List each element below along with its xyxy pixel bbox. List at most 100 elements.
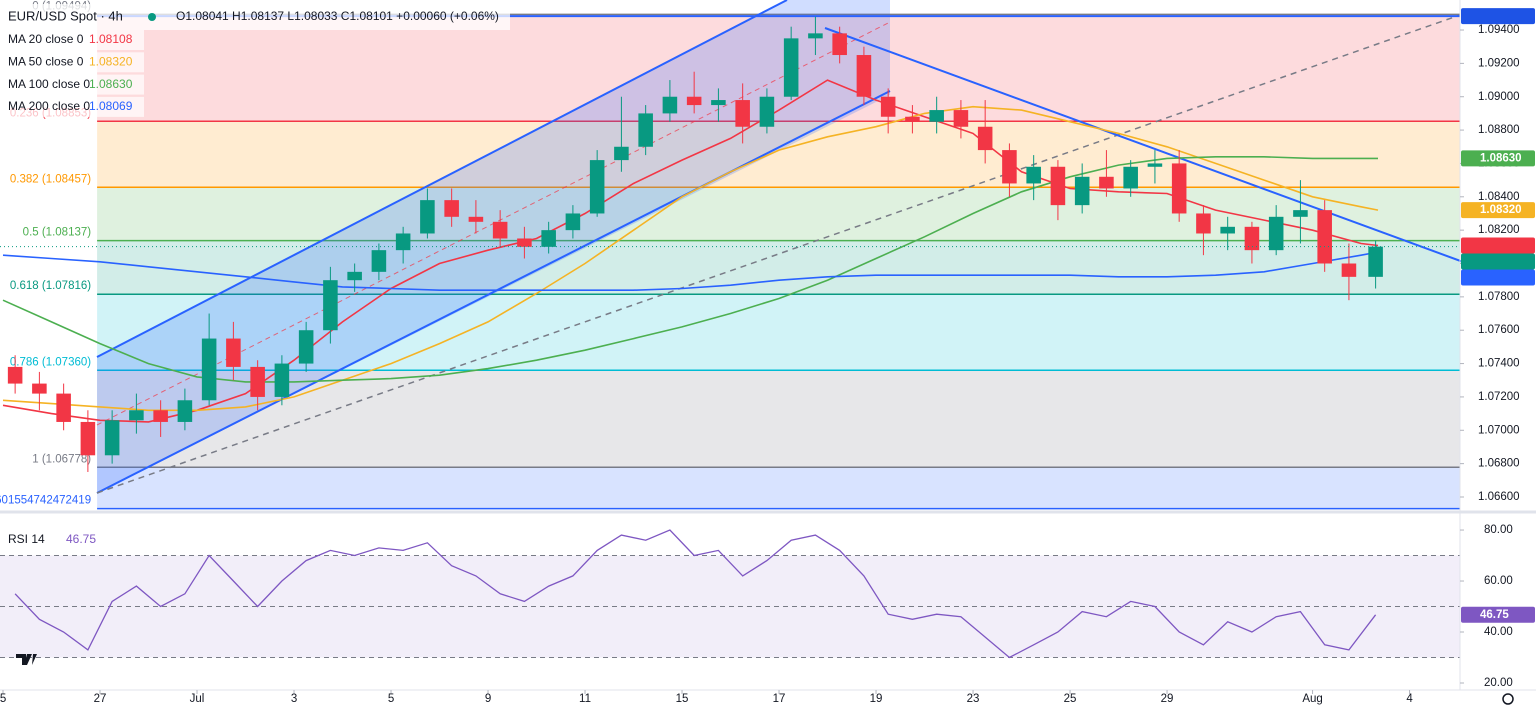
moving-average	[2, 105, 1379, 412]
legend-name: MA 50 close 0	[8, 54, 84, 68]
down-trendline	[824, 27, 1467, 264]
x-tick-label: 23	[967, 693, 980, 705]
legend-value: 1.08630	[89, 77, 133, 91]
x-tick-label: Aug	[1302, 693, 1322, 705]
rsi-title: RSI 14	[8, 532, 45, 546]
candle-body	[856, 55, 872, 97]
moving-average	[2, 156, 1378, 383]
rsi-y-tick-label: 80.00	[1484, 524, 1513, 536]
x-tick-label: 27	[94, 693, 107, 705]
candle-body	[1171, 163, 1187, 214]
x-tick-label: 25	[1064, 693, 1077, 705]
price-badge	[1461, 269, 1535, 286]
candle-body	[153, 410, 168, 422]
legend-name: MA 100 close 0	[8, 77, 90, 91]
x-tick-label: Jul	[190, 693, 205, 705]
candle-body	[129, 410, 144, 421]
x-tick-label: 17	[773, 693, 786, 705]
y-tick-label: 1.08200	[1478, 224, 1520, 236]
y-tick-label: 1.09200	[1478, 57, 1520, 69]
candle-body	[1341, 263, 1357, 277]
candle-body	[323, 280, 338, 331]
fib-zone	[97, 121, 1460, 188]
candle-body	[1368, 246, 1383, 277]
x-tick-label: 9	[485, 693, 491, 705]
candle-body	[80, 421, 96, 456]
y-tick-label: 1.08800	[1478, 124, 1520, 136]
y-tick-label: 1.07000	[1478, 424, 1520, 436]
fib-zone	[97, 14, 1460, 122]
ohlc-header: O1.08041 H1.08137 L1.08033 C1.08101 +0.0…	[176, 9, 499, 23]
fib-label: 0.382 (1.08457)	[10, 173, 91, 185]
x-tick-label: 29	[1161, 693, 1174, 705]
candle-body	[468, 216, 484, 222]
fib-label: 1 (1.06778)	[32, 453, 91, 465]
fib-zone	[97, 467, 1460, 509]
rsi-y-tick-label: 40.00	[1484, 626, 1513, 638]
candle-body	[444, 200, 459, 217]
legend: EUR/USD Spot · 4h O1.08041 H1.08137 L1.0…	[0, 4, 510, 546]
legend-row-bg	[0, 74, 144, 95]
x-tick-label: 4	[1406, 693, 1413, 705]
candle-body	[274, 363, 290, 397]
drawings	[96, 0, 1467, 494]
dashed-trend	[96, 14, 1461, 494]
x-tick-label: 5	[388, 693, 394, 705]
x-tick-label: 5	[0, 693, 6, 705]
candle-body	[905, 116, 920, 122]
price-badge-label: 1.08630	[1480, 152, 1522, 164]
candle-body	[371, 250, 387, 272]
candles	[0, 16, 1460, 472]
rsi-value: 46.75	[66, 532, 96, 546]
x-tick-label: 3	[291, 693, 297, 705]
x-tick-label: 19	[870, 693, 883, 705]
legend-row-bg	[0, 30, 144, 50]
candle-body	[32, 383, 47, 394]
candle-body	[517, 238, 532, 247]
candle-body	[783, 38, 799, 97]
candle-body	[1147, 163, 1163, 167]
candle-body	[808, 33, 823, 39]
rsi-y-tick-label: 20.00	[1484, 677, 1513, 689]
candle-body	[56, 393, 71, 422]
channel-upper	[96, 0, 788, 358]
candle-body	[1317, 210, 1332, 264]
price-badge-label: 1.08320	[1480, 204, 1522, 216]
symbol-title: EUR/USD Spot · 4h	[8, 8, 123, 23]
settings-gear[interactable]	[1502, 693, 1514, 705]
y-tick-label: 1.06600	[1478, 491, 1520, 503]
candle-body	[638, 113, 653, 147]
legend-name: MA 20 close 0	[8, 32, 84, 46]
candle-body	[1074, 176, 1090, 206]
y-tick-label: 1.06800	[1478, 458, 1520, 470]
x-tick-label: 15	[676, 693, 689, 705]
candle-body	[1220, 226, 1235, 234]
rsi-badge	[1461, 606, 1535, 623]
price-badge	[1461, 8, 1535, 25]
candle-body	[1050, 166, 1066, 206]
candle-body	[177, 400, 193, 422]
legend-value: 1.08320	[89, 54, 133, 68]
rsi-badge-label: 46.75	[1480, 609, 1509, 621]
candle-body	[929, 110, 944, 122]
y-tick-label: 1.07800	[1478, 291, 1520, 303]
legend-value: 1.08069	[89, 99, 133, 113]
channel-lower	[96, 90, 891, 494]
candle-body	[1244, 226, 1260, 251]
y-tick-label: 1.07200	[1478, 391, 1520, 403]
legend-bg	[0, 4, 510, 30]
legend-value: 1.08108	[89, 32, 133, 46]
y-tick-label: 1.09400	[1478, 24, 1520, 36]
candle-body	[541, 230, 556, 247]
candle-body	[662, 96, 678, 114]
candle-body	[1099, 176, 1114, 189]
y-tick-label: 1.09000	[1478, 91, 1520, 103]
candle-body	[420, 200, 435, 234]
candle-body	[589, 160, 605, 214]
candle-body	[201, 338, 217, 401]
candle-body	[492, 221, 508, 239]
moving-average	[2, 251, 1379, 292]
settings-icon[interactable]	[1502, 693, 1514, 705]
